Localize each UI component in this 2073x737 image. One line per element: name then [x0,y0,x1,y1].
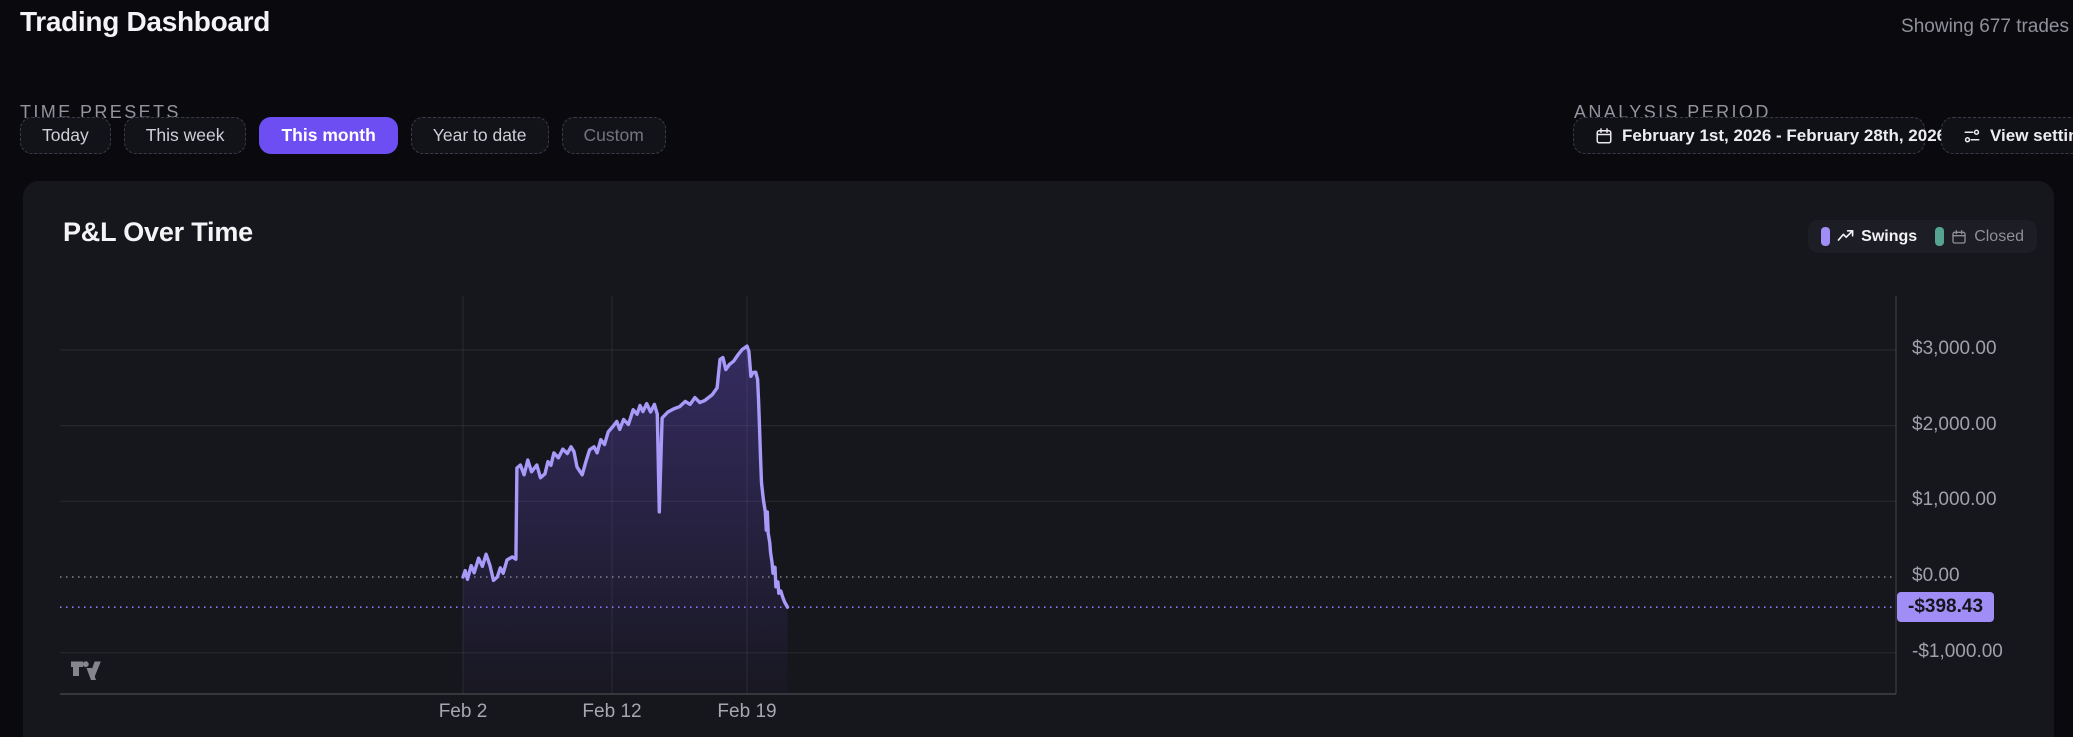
x-axis-label: Feb 2 [438,701,488,722]
y-axis-label: $3,000.00 [1912,337,1997,359]
y-axis-label: $2,000.00 [1912,413,1997,435]
analysis-period-controls: February 1st, 2026 - February 28th, 2026… [1573,117,2073,154]
calendar-icon [1951,229,1967,245]
legend-label: Swings [1861,227,1918,245]
preset-this-week-button[interactable]: This week [123,117,247,154]
date-range-button[interactable]: February 1st, 2026 - February 28th, 2026 [1573,117,1946,154]
preset-custom-button[interactable]: Custom [561,117,666,154]
preset-this-month-button[interactable]: This month [259,117,398,154]
calendar-icon [1595,127,1613,145]
view-settings-button[interactable]: View settings [1941,117,2073,154]
trades-count-summary: Showing 677 trades [1901,16,2069,37]
y-axis-label: $0.00 [1912,565,1960,586]
y-axis-label: -$1,000.00 [1912,640,2003,662]
swings-swatch [1821,227,1831,246]
legend-label: Closed [1974,227,2024,245]
legend-item-swings[interactable]: Swings [1821,227,1917,246]
time-preset-buttons: Today This week This month Year to date … [20,117,666,154]
page-title: Trading Dashboard [20,6,271,37]
closed-swatch [1935,227,1945,246]
settings-sliders-icon [1963,127,1981,145]
preset-today-button[interactable]: Today [20,117,111,154]
x-axis-label: Feb 19 [717,701,777,722]
chart-title: P&L Over Time [63,217,253,247]
current-value-price-tag: -$398.43 [1897,592,1995,623]
y-axis-label: $1,000.00 [1912,489,1997,511]
chart-legend: Swings Closed [1808,220,2037,253]
tradingview-logo[interactable] [71,659,101,687]
preset-year-to-date-button[interactable]: Year to date [410,117,549,154]
date-range-value: February 1st, 2026 - February 28th, 2026 [1622,125,1947,145]
view-settings-label: View settings [1990,125,2073,145]
trending-up-icon [1837,228,1854,245]
pnl-chart-card: P&L Over Time Swings Closed [23,181,2054,737]
x-axis-label: Feb 12 [582,701,642,722]
legend-item-closed[interactable]: Closed [1935,227,2024,246]
